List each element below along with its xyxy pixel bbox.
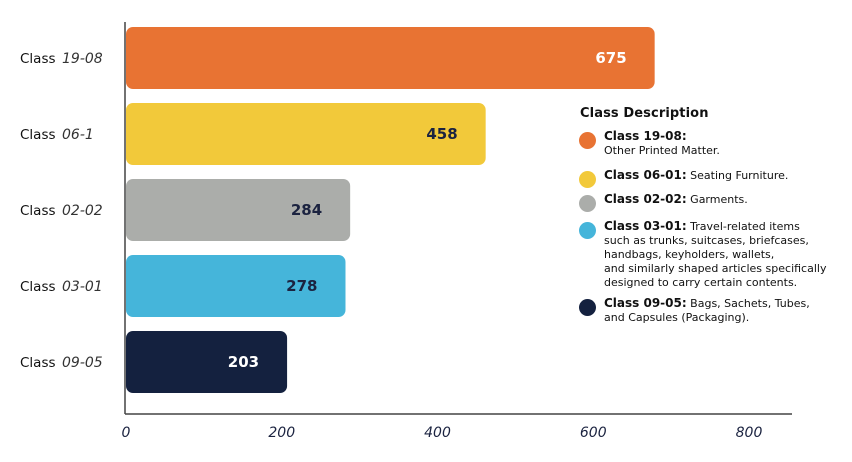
legend-item: Class 19-08: Other Printed Matter. xyxy=(578,129,848,158)
legend-description: designed to carry certain contents. xyxy=(604,276,798,289)
legend-description: and similarly shaped articles specifical… xyxy=(604,262,827,275)
legend-class-code: Class 06-01: xyxy=(604,168,687,182)
x-tick-label: 600 xyxy=(580,425,607,441)
category-label-prefix: Class xyxy=(20,51,56,67)
legend-class-code: Class 19-08: xyxy=(604,129,687,143)
legend-description: Seating Furniture. xyxy=(690,169,789,182)
category-label-code: 06-1 xyxy=(62,127,94,143)
category-label-code: 09-05 xyxy=(62,355,103,371)
legend-description: Garments. xyxy=(690,193,748,206)
x-tick-label: 200 xyxy=(268,425,295,441)
bar xyxy=(126,27,655,89)
legend-color-dot xyxy=(579,195,596,212)
bar xyxy=(126,331,288,393)
legend-color-dot xyxy=(579,299,596,316)
legend-description: and Capsules (Packaging). xyxy=(604,311,750,324)
bar-value-label: 203 xyxy=(228,353,259,371)
legend-description: Bags, Sachets, Tubes, xyxy=(690,297,810,310)
legend-title: Class Description xyxy=(580,106,709,121)
x-tick-label: 800 xyxy=(736,425,763,441)
legend-description: handbags, keyholders, wallets, xyxy=(604,248,775,261)
x-tick-label: 400 xyxy=(424,425,451,441)
legend-description: such as trunks, suitcases, briefcases, xyxy=(604,234,809,247)
legend-item: Class 03-01: Travel-related items such as… xyxy=(578,219,848,290)
bar-value-label: 278 xyxy=(286,277,317,295)
bar xyxy=(126,255,346,317)
bar-value-label: 284 xyxy=(291,201,322,219)
category-label-prefix: Class xyxy=(20,355,56,371)
legend-item: Class 06-01: Seating Furniture. xyxy=(578,168,848,188)
legend-color-dot xyxy=(579,171,596,188)
legend-item: Class 09-05: Bags, Sachets, Tubes, and Ca… xyxy=(578,296,848,325)
legend-color-dot xyxy=(579,132,596,149)
category-label-code: 19-08 xyxy=(62,51,103,67)
legend-color-dot xyxy=(579,222,596,239)
legend: Class Description Class 19-08: Other Prin… xyxy=(578,106,848,325)
legend-class-code: Class 09-05: xyxy=(604,296,687,310)
category-label-prefix: Class xyxy=(20,279,56,295)
category-label-prefix: Class xyxy=(20,203,56,219)
legend-class-code: Class 03-01: xyxy=(604,219,687,233)
legend-description: Travel-related items xyxy=(690,220,800,233)
x-tick-label: 0 xyxy=(122,425,131,441)
category-label-code: 02-02 xyxy=(62,203,103,219)
legend-description: Other Printed Matter. xyxy=(604,144,720,157)
bar-value-label: 458 xyxy=(426,125,457,143)
legend-class-code: Class 02-02: xyxy=(604,192,687,206)
legend-item: Class 02-02: Garments. xyxy=(578,192,848,212)
bar xyxy=(126,103,486,165)
bar xyxy=(126,179,351,241)
bar-value-label: 675 xyxy=(595,49,626,67)
category-label-prefix: Class xyxy=(20,127,56,143)
category-label-code: 03-01 xyxy=(62,279,103,295)
